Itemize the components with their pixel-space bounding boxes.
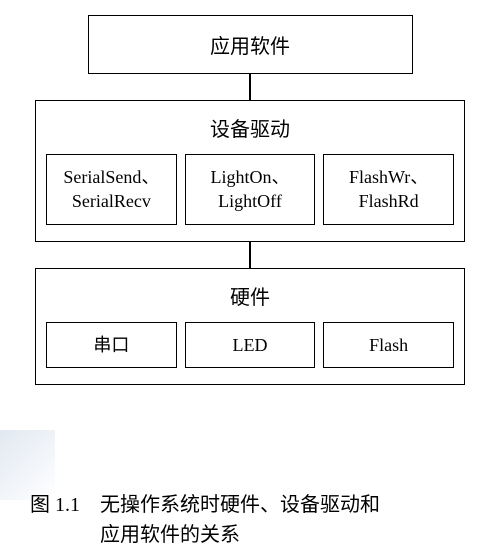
caption-text-1: 无操作系统时硬件、设备驱动和 (100, 494, 380, 516)
driver-box-flash: FlashWr、 FlashRd (323, 154, 454, 225)
driver-boxes: SerialSend、 SerialRecv LightOn、 LightOff… (46, 154, 454, 225)
driver-box-line: FlashRd (359, 189, 419, 213)
driver-box-line: LightOff (218, 189, 282, 213)
layer-driver: 设备驱动 SerialSend、 SerialRecv LightOn、 Lig… (35, 100, 465, 242)
driver-box-line: FlashWr、 (349, 165, 428, 189)
connector-middle-bottom (249, 242, 251, 268)
hardware-box-led: LED (185, 322, 316, 368)
caption-line-2: 应用软件的关系 (30, 520, 470, 550)
caption-line-1: 图 1.1 无操作系统时硬件、设备驱动和 (30, 490, 470, 520)
layer-hardware-title: 硬件 (46, 281, 454, 310)
connector-top-middle (249, 74, 251, 100)
caption-prefix: 图 1.1 (30, 494, 80, 516)
driver-box-line: LightOn、 (211, 165, 290, 189)
driver-box-light: LightOn、 LightOff (185, 154, 316, 225)
hardware-box-label: LED (233, 333, 268, 357)
layer-application: 应用软件 (88, 15, 413, 74)
driver-box-serial: SerialSend、 SerialRecv (46, 154, 177, 225)
layer-application-title: 应用软件 (89, 30, 412, 59)
hardware-boxes: 串口 LED Flash (46, 322, 454, 368)
driver-box-line: SerialRecv (72, 189, 151, 213)
hardware-box-label: 串口 (93, 333, 129, 357)
hardware-box-label: Flash (369, 333, 408, 357)
hardware-box-flash: Flash (323, 322, 454, 368)
figure-caption: 图 1.1 无操作系统时硬件、设备驱动和 应用软件的关系 (30, 490, 470, 550)
driver-box-line: SerialSend、 (63, 165, 159, 189)
layer-diagram: 应用软件 设备驱动 SerialSend、 SerialRecv LightOn… (35, 15, 465, 385)
hardware-box-serial: 串口 (46, 322, 177, 368)
layer-driver-title: 设备驱动 (46, 113, 454, 142)
layer-hardware: 硬件 串口 LED Flash (35, 268, 465, 385)
